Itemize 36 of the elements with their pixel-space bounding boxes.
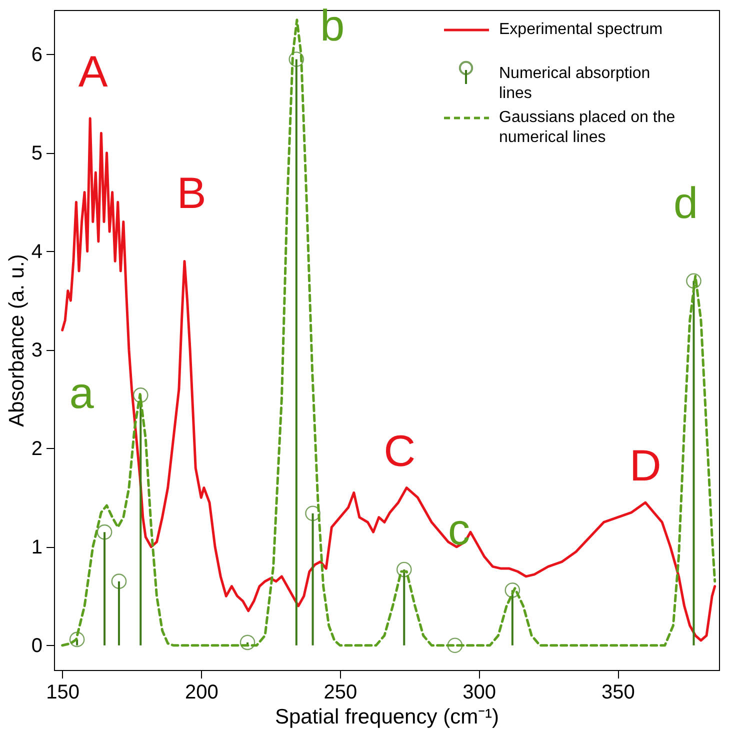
x-tick-label: 300	[462, 682, 496, 704]
point	[305, 506, 320, 522]
y-axis-title: Absorbance (a. u.)	[5, 254, 28, 427]
point	[240, 634, 256, 650]
legend-label: Experimental spectrum	[499, 21, 663, 38]
annotation: D	[630, 442, 662, 491]
y-tick-label: 6	[31, 44, 42, 66]
annotation: a	[69, 369, 94, 418]
y-tick-label: 3	[31, 339, 42, 362]
x-tick-label: 150	[46, 682, 80, 704]
point	[396, 562, 412, 578]
y-tick-label: 0	[31, 634, 42, 657]
point	[288, 52, 304, 67]
point	[504, 582, 520, 598]
x-tick-label: 200	[184, 682, 218, 704]
annotation: d	[673, 178, 698, 228]
y-tick-label: 2	[31, 438, 42, 460]
point	[111, 574, 127, 589]
x-tick-label: 250	[324, 682, 358, 704]
annotation: b	[320, 1, 345, 50]
legend-label: Gaussians placed on the numerical lines	[499, 109, 676, 146]
y-tick-label: 1	[31, 536, 42, 558]
x-axis-title: Spatial frequency (cm⁻¹)	[274, 706, 500, 728]
point	[96, 524, 112, 540]
annotation: A	[78, 47, 108, 96]
annotation: C	[384, 426, 416, 476]
y-tick-label: 5	[31, 142, 42, 164]
y-tick-label: 4	[31, 240, 42, 263]
point	[686, 273, 702, 289]
point	[447, 638, 463, 654]
annotation: c	[448, 505, 470, 554]
point	[132, 388, 148, 403]
x-tick-label: 350	[601, 682, 635, 704]
legend-label: Numerical absorption lines	[499, 65, 650, 102]
point	[69, 632, 85, 648]
annotation: B	[176, 169, 206, 218]
